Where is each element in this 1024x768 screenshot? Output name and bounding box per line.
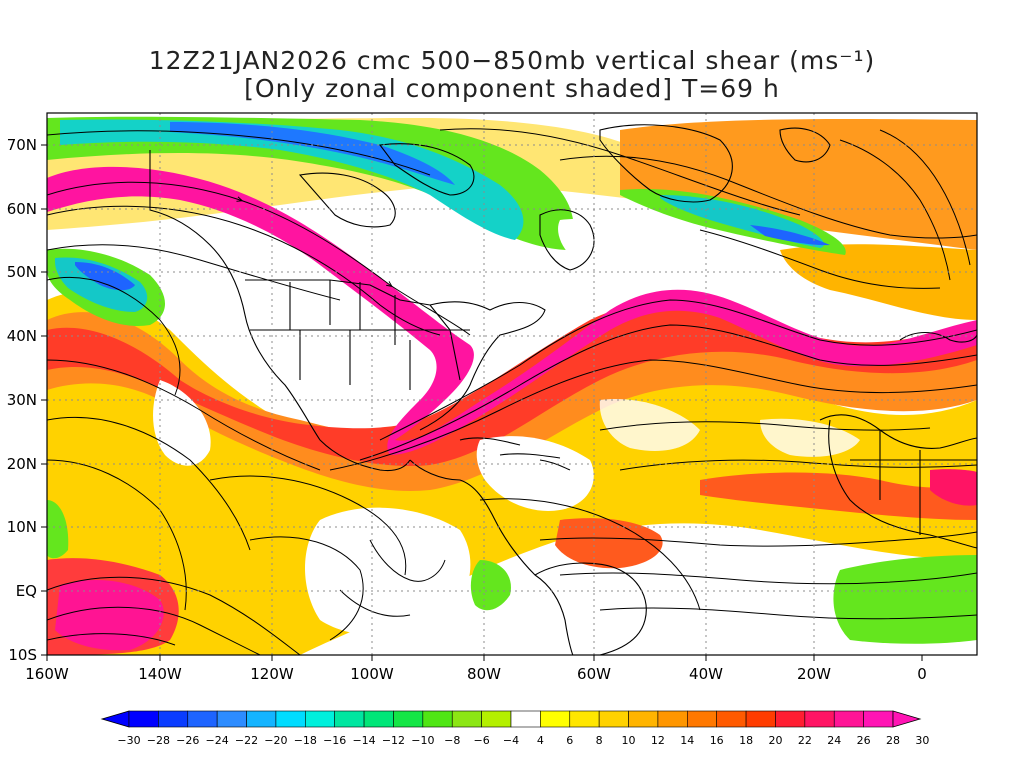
colorbar-tick-label: −10	[411, 734, 434, 747]
colorbar-tick-label: 28	[886, 734, 900, 747]
colorbar-swatch	[187, 710, 218, 728]
colorbar-swatch	[833, 710, 864, 728]
colorbar-tick-label: 20	[768, 734, 782, 747]
colorbar-tick-label: −6	[474, 734, 490, 747]
colorbar-swatch	[246, 710, 277, 728]
colorbar-tick-label: 16	[710, 734, 724, 747]
chart-title-line1: 12Z21JAN2026 cmc 500−850mb vertical shea…	[148, 46, 876, 75]
map-frame	[46, 112, 978, 656]
colorbar: −30 −28 −26 −24 −22 −20 −18 −16 −14 −12 −10 −8 −6 −4 4…	[100, 710, 929, 747]
colorbar-tick-label: −22	[235, 734, 258, 747]
colorbar-swatch	[863, 710, 894, 728]
colorbar-tick-label: 24	[827, 734, 841, 747]
colorbar-tick-label: −14	[352, 734, 375, 747]
colorbar-tick-label: −24	[206, 734, 229, 747]
colorbar-tick-label: −30	[117, 734, 140, 747]
colorbar-tick-label: −20	[264, 734, 287, 747]
colorbar-swatch	[393, 710, 424, 728]
colorbar-tick-label: 26	[857, 734, 871, 747]
colorbar-min-arrow	[100, 710, 130, 728]
colorbar-swatch	[598, 710, 629, 728]
colorbar-swatch	[804, 710, 835, 728]
colorbar-tick-label: 14	[680, 734, 694, 747]
colorbar-tick-label: −28	[147, 734, 170, 747]
colorbar-max-arrow	[892, 710, 922, 728]
colorbar-swatch	[657, 710, 688, 728]
lon-label: 0	[917, 665, 927, 683]
lat-label: EQ	[16, 582, 37, 600]
shaded-field	[47, 113, 977, 655]
lat-label: 50N	[7, 263, 37, 281]
colorbar-tick-label: 8	[596, 734, 603, 747]
lat-label: 10S	[8, 646, 37, 664]
colorbar-swatch	[569, 710, 600, 728]
colorbar-swatch	[510, 710, 541, 728]
lat-label: 40N	[7, 327, 37, 345]
longitude-labels: 160W 140W 120W 100W 80W 60W 40W 20W 0	[25, 665, 927, 683]
colorbar-tick-label: 22	[798, 734, 812, 747]
colorbar-tick-label: 6	[566, 734, 573, 747]
lon-label: 100W	[350, 665, 394, 683]
colorbar-swatch	[481, 710, 512, 728]
colorbar-tick-label: 12	[651, 734, 665, 747]
colorbar-swatch	[716, 710, 747, 728]
lon-label: 160W	[25, 665, 69, 683]
colorbar-swatch	[775, 710, 806, 728]
lon-label: 40W	[689, 665, 723, 683]
colorbar-swatch	[216, 710, 247, 728]
colorbar-swatch	[305, 710, 335, 728]
colorbar-swatch	[158, 710, 189, 728]
lon-label: 20W	[797, 665, 831, 683]
lat-label: 30N	[7, 391, 37, 409]
colorbar-tick-label: −18	[294, 734, 317, 747]
colorbar-tick-label: −4	[503, 734, 519, 747]
colorbar-swatch	[687, 710, 717, 728]
axis-ticks	[41, 144, 923, 661]
lat-label: 20N	[7, 455, 37, 473]
lat-label: 10N	[7, 518, 37, 536]
lon-label: 140W	[138, 665, 182, 683]
colorbar-swatch	[745, 710, 776, 728]
colorbar-swatch	[128, 710, 159, 728]
colorbar-tick-label: 10	[622, 734, 636, 747]
latitude-labels: 70N 60N 50N 40N 30N 20N 10N EQ 10S	[7, 136, 37, 664]
colorbar-tick-label: 30	[915, 734, 929, 747]
colorbar-tick-label: 4	[537, 734, 544, 747]
lat-label: 60N	[7, 200, 37, 218]
colorbar-tick-label: −16	[323, 734, 346, 747]
lat-label: 70N	[7, 136, 37, 154]
chart-title-line2: [Only zonal component shaded] T=69 h	[244, 74, 780, 103]
colorbar-swatch	[422, 710, 453, 728]
colorbar-swatches	[128, 710, 894, 728]
colorbar-swatch	[334, 710, 365, 728]
colorbar-swatch	[363, 710, 394, 728]
colorbar-swatch	[540, 710, 571, 728]
colorbar-labels: −30 −28 −26 −24 −22 −20 −18 −16 −14 −12 −10 −8 −6 −4 4…	[117, 734, 929, 747]
gridlines	[47, 113, 977, 655]
colorbar-tick-label: −12	[382, 734, 405, 747]
colorbar-tick-label: −8	[444, 734, 460, 747]
colorbar-swatch	[275, 710, 306, 728]
colorbar-tick-label: −26	[176, 734, 199, 747]
colorbar-tick-label: 18	[739, 734, 753, 747]
lon-label: 60W	[577, 665, 611, 683]
colorbar-swatch	[451, 710, 482, 728]
colorbar-swatch	[628, 710, 659, 728]
lon-label: 80W	[467, 665, 501, 683]
lon-label: 120W	[250, 665, 294, 683]
